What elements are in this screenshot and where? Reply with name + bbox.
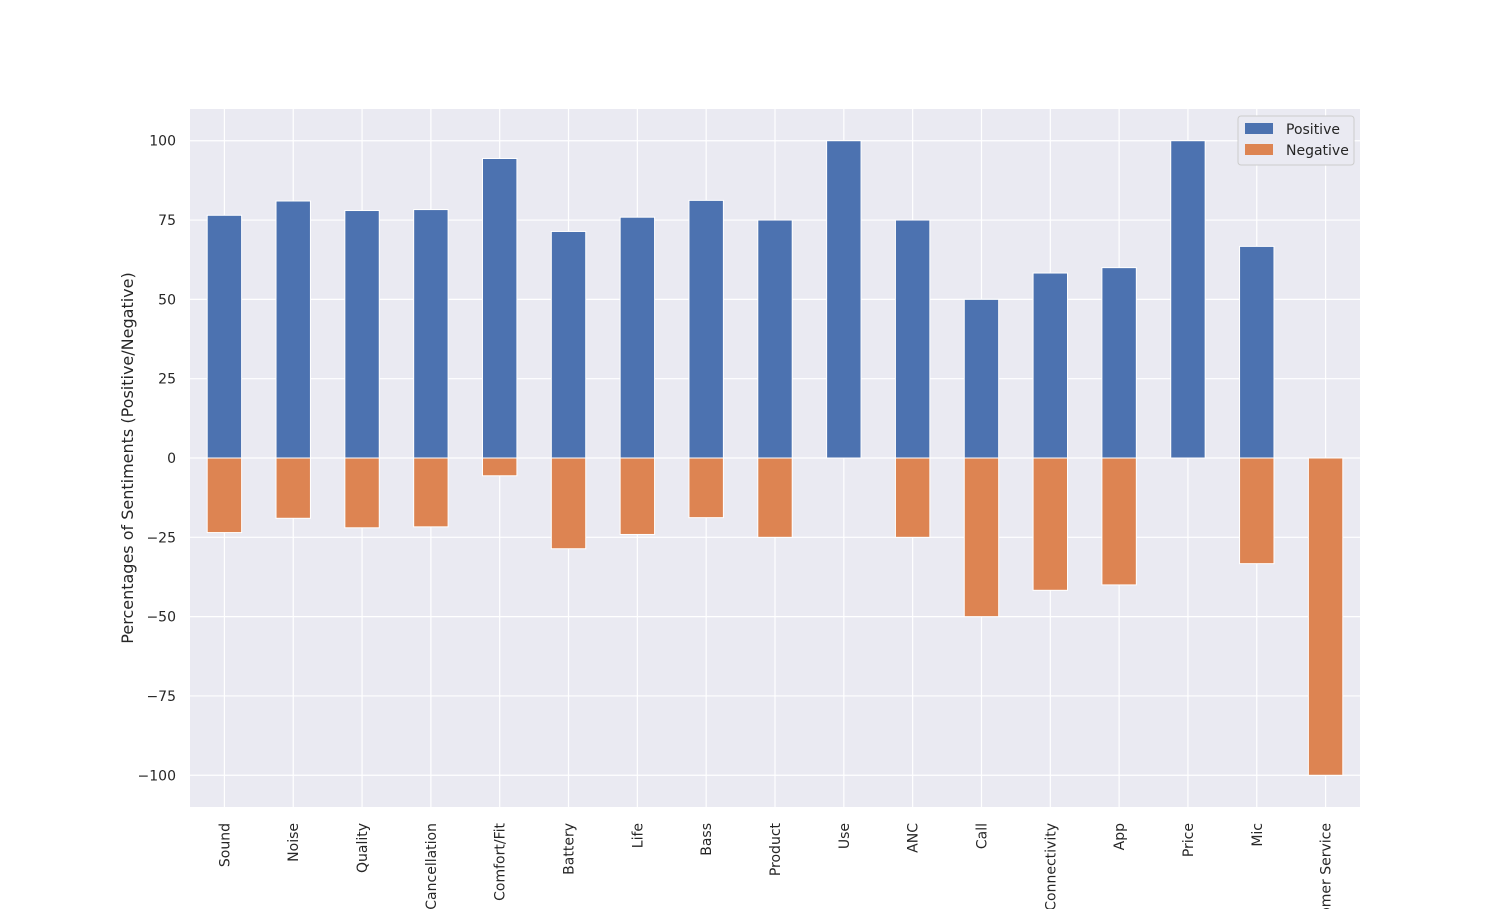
y-tick-label: −75 — [146, 689, 176, 705]
x-tick-label: Connectivity — [1043, 823, 1059, 909]
legend-label-negative: Negative — [1286, 143, 1349, 159]
bar-negative-comfort-fit — [482, 457, 518, 477]
bar-positive-comfort-fit — [482, 157, 518, 459]
y-tick-label: −25 — [146, 530, 176, 546]
bar-negative-anc — [894, 457, 931, 538]
bar-positive-product — [757, 219, 793, 459]
bar-negative-product — [757, 457, 793, 538]
bar-positive-anc — [894, 219, 931, 459]
bar-positive-call — [963, 298, 1000, 459]
x-tick-label: Customer Service — [1319, 823, 1335, 909]
x-tick-label: Product — [768, 822, 784, 876]
y-tick-label: 50 — [158, 292, 176, 308]
x-tick-label: Battery — [562, 823, 578, 875]
x-tick-label: Price — [1181, 823, 1197, 857]
x-tick-label: Bass — [699, 823, 715, 856]
legend-swatch-positive — [1245, 123, 1273, 134]
x-tick-label: Cancellation — [424, 823, 440, 909]
y-tick-labels: −100 −75 −50 −25 0 25 50 75 100 — [138, 134, 176, 785]
bar-positive-sound — [206, 214, 243, 459]
bar-negative-connectivity — [1032, 457, 1069, 591]
bar-positive-bass — [688, 199, 724, 459]
bar-positive-battery — [550, 230, 587, 459]
y-tick-label: 75 — [158, 213, 176, 229]
legend-label-positive: Positive — [1286, 122, 1340, 138]
bar-positive-cancellation — [413, 209, 449, 459]
y-tick-label: 25 — [158, 372, 176, 388]
bar-negative-sound — [206, 457, 243, 534]
y-tick-label: 100 — [149, 134, 176, 150]
x-tick-label: Sound — [217, 823, 233, 867]
x-tick-label: Mic — [1250, 823, 1266, 847]
bar-negative-call — [963, 457, 1000, 618]
x-tick-label: Call — [974, 823, 990, 849]
bar-positive-mic — [1239, 245, 1275, 459]
x-tick-label: App — [1112, 823, 1128, 850]
bar-negative-mic — [1239, 457, 1275, 565]
y-tick-label: 0 — [167, 451, 176, 467]
legend: Positive Negative — [1237, 115, 1355, 166]
x-tick-label: Use — [837, 823, 853, 849]
bars — [206, 140, 1344, 776]
y-axis-label: Percentages of Sentiments (Positive/Nega… — [118, 272, 137, 643]
bar-positive-app — [1101, 267, 1137, 459]
bar-positive-price — [1170, 140, 1206, 459]
bar-negative-cancellation — [413, 457, 449, 528]
bar-positive-quality — [344, 210, 380, 459]
bar-negative-battery — [550, 457, 587, 550]
legend-swatch-negative — [1245, 144, 1273, 155]
x-tick-label: Quality — [355, 823, 371, 873]
x-tick-label: Comfort/Fit — [493, 823, 509, 901]
x-tick-label: Life — [630, 823, 646, 848]
bar-negative-customer-service — [1307, 457, 1344, 776]
x-tick-label: Noise — [286, 823, 302, 862]
bar-positive-use — [826, 140, 862, 459]
bar-negative-noise — [275, 457, 311, 519]
bar-negative-quality — [344, 457, 380, 529]
bar-negative-life — [619, 457, 656, 535]
bar-positive-life — [619, 216, 656, 459]
bar-positive-connectivity — [1032, 272, 1069, 459]
x-tick-labels: Sound Noise Quality Cancellation Comfort/Fit… — [217, 822, 1334, 909]
bar-positive-noise — [275, 200, 311, 459]
y-tick-label: −50 — [146, 610, 176, 626]
y-tick-label: −100 — [138, 768, 176, 784]
x-tick-label: ANC — [906, 823, 922, 853]
bar-negative-bass — [688, 457, 724, 519]
bar-negative-app — [1101, 457, 1137, 586]
